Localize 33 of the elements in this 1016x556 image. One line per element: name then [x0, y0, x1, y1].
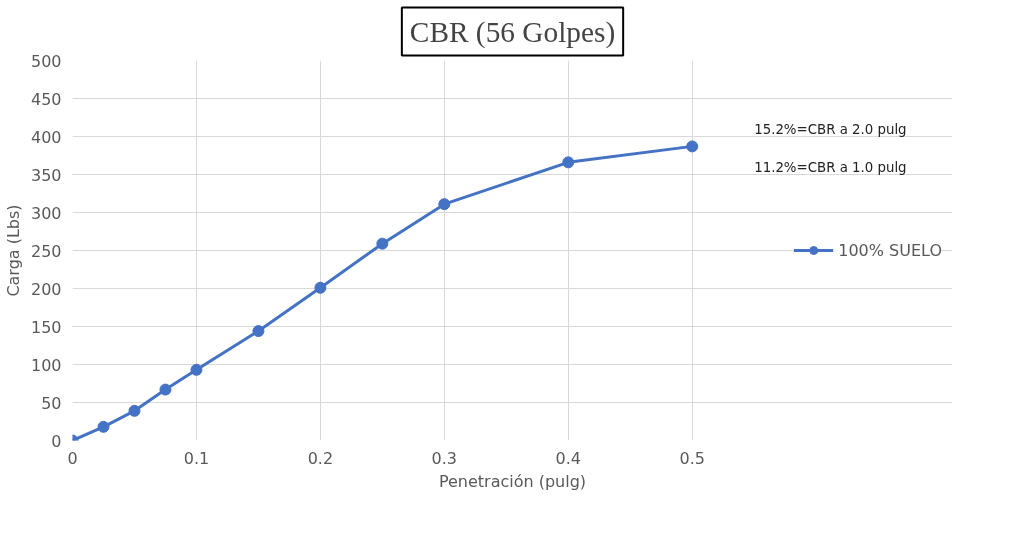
y-tick-label: 250 [30, 241, 62, 261]
y-tick-label: 500 [30, 51, 62, 71]
text: 15.2%=CBR a 2.0 pulg [754, 121, 907, 137]
y-tick-label: 300 [30, 203, 62, 223]
x-tick-label: 0.3 [431, 448, 458, 468]
point [686, 140, 699, 153]
x-tick-label: 0.1 [183, 448, 210, 468]
y-tick-label: 150 [30, 317, 62, 337]
point [252, 325, 265, 338]
y-tick-label: 350 [30, 165, 62, 185]
x-axis-title: Penetración (pulg) [438, 471, 587, 491]
point [97, 420, 110, 433]
x-tick-label: 0.5 [679, 448, 705, 468]
x-tick-label: 0.2 [307, 448, 334, 468]
chart-title: CBR (56 Golpes) [409, 15, 616, 49]
x-tick-label: 0.4 [555, 448, 582, 468]
y-tick-label: 0 [51, 431, 62, 451]
point [562, 156, 575, 169]
point [376, 237, 389, 250]
point [314, 281, 327, 294]
point [159, 383, 172, 396]
y-tick-label: 50 [41, 393, 62, 413]
point [128, 404, 141, 417]
y-tick-label: 200 [30, 279, 62, 299]
x-tick-label: 0 [67, 448, 78, 468]
legend-label: 100% SUELO [838, 240, 942, 260]
point [438, 198, 451, 211]
point [190, 363, 203, 376]
y-tick-label: 100 [30, 355, 62, 375]
y-tick-label: 450 [30, 89, 62, 109]
y-axis-title: Carga (Lbs) [3, 204, 23, 297]
y-tick-label: 400 [30, 127, 62, 147]
text: 11.2%=CBR a 1.0 pulg [754, 159, 907, 175]
